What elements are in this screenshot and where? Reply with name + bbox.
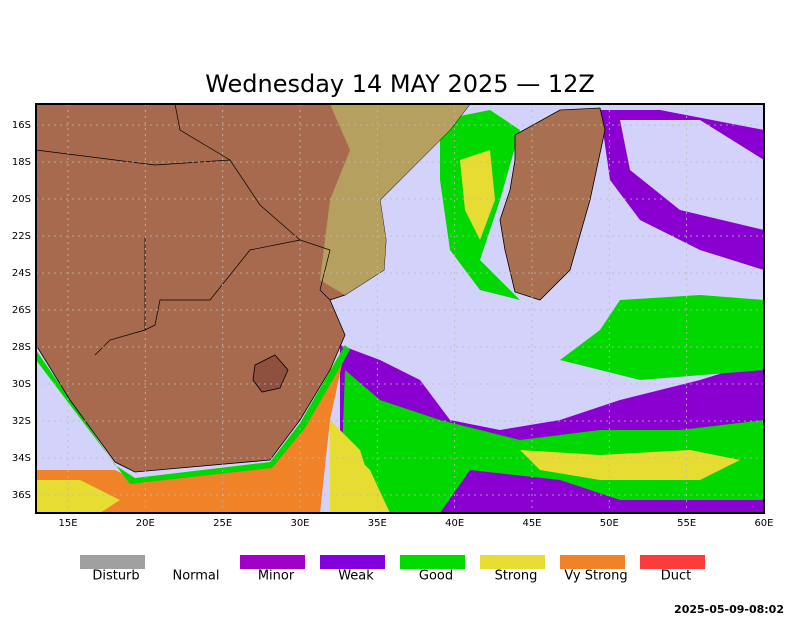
strong-field [460, 150, 495, 240]
lon-label: 50E [600, 518, 619, 529]
ticks: 16S 18S 20S 22S 24S 26S 28S 30S 32S 34S 36S 15E 20E 2… [12, 120, 774, 529]
strong-field [36, 440, 390, 513]
lat-label: 20S [12, 194, 31, 205]
legend-swatch [320, 555, 385, 569]
legend: Disturb Normal Minor Weak Good Strong Vy Stron… [80, 555, 705, 584]
legend-label: Good [419, 569, 453, 584]
lon-label: 20E [136, 518, 155, 529]
legend-label: Normal [172, 569, 219, 584]
lon-label: 15E [58, 518, 77, 529]
legend-label: Strong [495, 569, 538, 584]
lat-label: 24S [12, 268, 31, 279]
lat-label: 16S [12, 120, 31, 131]
good-field [560, 295, 764, 380]
lat-label: 22S [12, 231, 31, 242]
lat-label: 34S [12, 453, 31, 464]
legend-label: Duct [661, 569, 692, 584]
lon-label: 40E [445, 518, 464, 529]
lat-label: 18S [12, 157, 31, 168]
legend-label: Vy Strong [564, 569, 627, 584]
legend-swatch [240, 555, 305, 569]
lesotho [252, 354, 289, 393]
lon-label: 30E [290, 518, 309, 529]
legend-swatch [560, 555, 625, 569]
lon-label: 55E [677, 518, 696, 529]
legend-swatch [160, 555, 225, 569]
title: Wednesday 14 MAY 2025 — 12Z [205, 70, 595, 98]
legend-label: Minor [258, 569, 295, 584]
legend-swatch [80, 555, 145, 569]
timestamp: 2025-05-09-08:02 [674, 603, 784, 616]
madagascar [499, 107, 606, 301]
vystrong-field [36, 350, 345, 513]
lat-label: 36S [12, 490, 31, 501]
legend-label: Disturb [92, 569, 139, 584]
legend-swatch [400, 555, 465, 569]
lon-label: 60E [754, 518, 773, 529]
borders [36, 104, 331, 356]
legend-swatch [640, 555, 705, 569]
legend-swatch [480, 555, 545, 569]
lat-label: 30S [12, 379, 31, 390]
map [36, 104, 764, 513]
lon-label: 45E [522, 518, 541, 529]
lon-label: 35E [368, 518, 387, 529]
lat-label: 26S [12, 305, 31, 316]
coastal-plain [320, 104, 470, 295]
lat-label: 32S [12, 416, 31, 427]
frame [35, 103, 765, 514]
clear-field [620, 120, 764, 230]
legend-label: Weak [338, 569, 374, 584]
lat-label: 28S [12, 342, 31, 353]
lon-label: 25E [213, 518, 232, 529]
